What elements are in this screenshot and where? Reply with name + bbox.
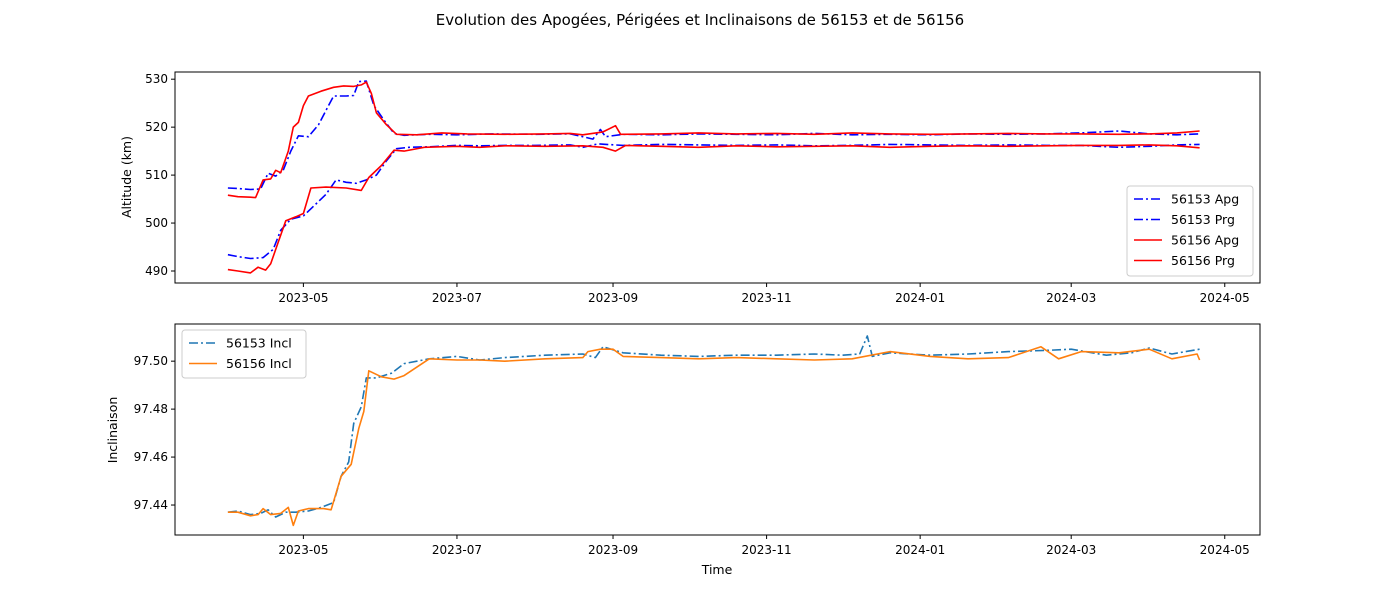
series-line-56156-prg — [227, 144, 1200, 274]
legend: 56153 Apg 56153 Prg 56156 Apg 56156 Prg — [1126, 185, 1254, 277]
legend-label: 56156 Incl — [226, 356, 292, 371]
y-tick-label: 97.44 — [134, 498, 168, 512]
y-tick-label: 97.50 — [134, 354, 168, 368]
x-tick-label: 2023-09 — [588, 543, 638, 557]
y-tick-label: 490 — [145, 264, 168, 278]
series-line-56156-incl — [227, 346, 1201, 527]
x-tick-label: 2023-05 — [278, 291, 328, 305]
legend-label: 56156 Apg — [1171, 233, 1239, 248]
x-tick-label: 2024-05 — [1200, 543, 1250, 557]
x-tick-label: 2024-01 — [895, 543, 945, 557]
legend-label: 56156 Prg — [1171, 253, 1235, 268]
legend: 56153 Incl 56156 Incl — [181, 329, 307, 379]
x-tick-label: 2024-03 — [1046, 543, 1096, 557]
legend-label: 56153 Prg — [1171, 212, 1235, 227]
x-tick-label: 2023-05 — [278, 543, 328, 557]
x-tick-label: 2024-01 — [895, 291, 945, 305]
y-tick-label: 500 — [145, 216, 168, 230]
inclination-y-axis-label: Inclinaison — [105, 397, 120, 464]
series-line-56156-apg — [227, 81, 1200, 199]
y-tick-label: 530 — [145, 72, 168, 86]
y-tick-label: 97.48 — [134, 402, 168, 416]
legend-label: 56153 Apg — [1171, 192, 1239, 207]
altitude-panel: Altitude (km) 2023-05 2023-07 2023-09 2023-… — [119, 71, 1261, 305]
series-line-56153-incl — [227, 335, 1200, 518]
x-tick-label: 2023-11 — [742, 291, 792, 305]
x-tick-label: 2024-03 — [1046, 291, 1096, 305]
x-tick-label: 2023-11 — [742, 543, 792, 557]
y-tick-label: 520 — [145, 120, 168, 134]
inclination-panel: Inclinaison Time 2023-05 2023-07 2023-09 20… — [105, 323, 1261, 577]
y-tick-label: 97.46 — [134, 450, 168, 464]
legend-box — [1126, 185, 1254, 277]
x-tick-label: 2023-07 — [432, 543, 482, 557]
legend-box — [181, 329, 307, 379]
altitude-y-axis-label: Altitude (km) — [119, 136, 134, 218]
y-tick-label: 510 — [145, 168, 168, 182]
x-tick-label: 2023-07 — [432, 291, 482, 305]
legend-label: 56153 Incl — [226, 336, 292, 351]
axes-frame — [174, 71, 1261, 284]
figure-title: Evolution des Apogées, Périgées et Incli… — [436, 11, 964, 29]
inclination-x-axis-label: Time — [701, 562, 733, 577]
x-tick-label: 2024-05 — [1200, 291, 1250, 305]
axes-frame — [174, 323, 1261, 536]
x-tick-label: 2023-09 — [588, 291, 638, 305]
